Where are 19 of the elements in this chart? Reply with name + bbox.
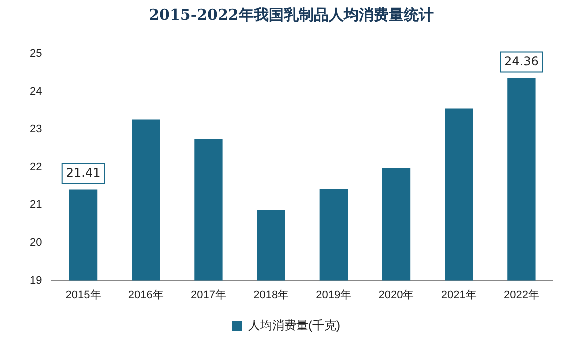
x-tick-label: 2021年 (441, 289, 477, 302)
data-label: 24.36 (504, 54, 539, 68)
y-tick-label: 25 (30, 48, 42, 60)
y-tick-label: 20 (30, 237, 42, 250)
y-tick-label: 24 (30, 86, 42, 98)
legend-label: 人均消费量(千克) (248, 318, 341, 332)
x-tick-label: 2018年 (254, 289, 290, 302)
x-tick-label: 2017年 (190, 289, 226, 302)
y-tick-label: 21 (30, 199, 42, 212)
x-tick-label: 2015年 (66, 289, 102, 302)
x-tick-label: 2019年 (316, 289, 352, 302)
y-tick-label: 23 (30, 124, 42, 136)
x-tick-label: 2016年 (128, 289, 164, 302)
x-tick-label: 2022年 (504, 289, 540, 302)
y-tick-label: 19 (30, 274, 42, 287)
x-tick-label: 2020年 (378, 289, 414, 302)
y-tick-label: 22 (30, 161, 42, 174)
data-label: 21.41 (66, 166, 101, 180)
chart-title: 2015-2022年我国乳制品人均消费量统计 (148, 6, 435, 25)
